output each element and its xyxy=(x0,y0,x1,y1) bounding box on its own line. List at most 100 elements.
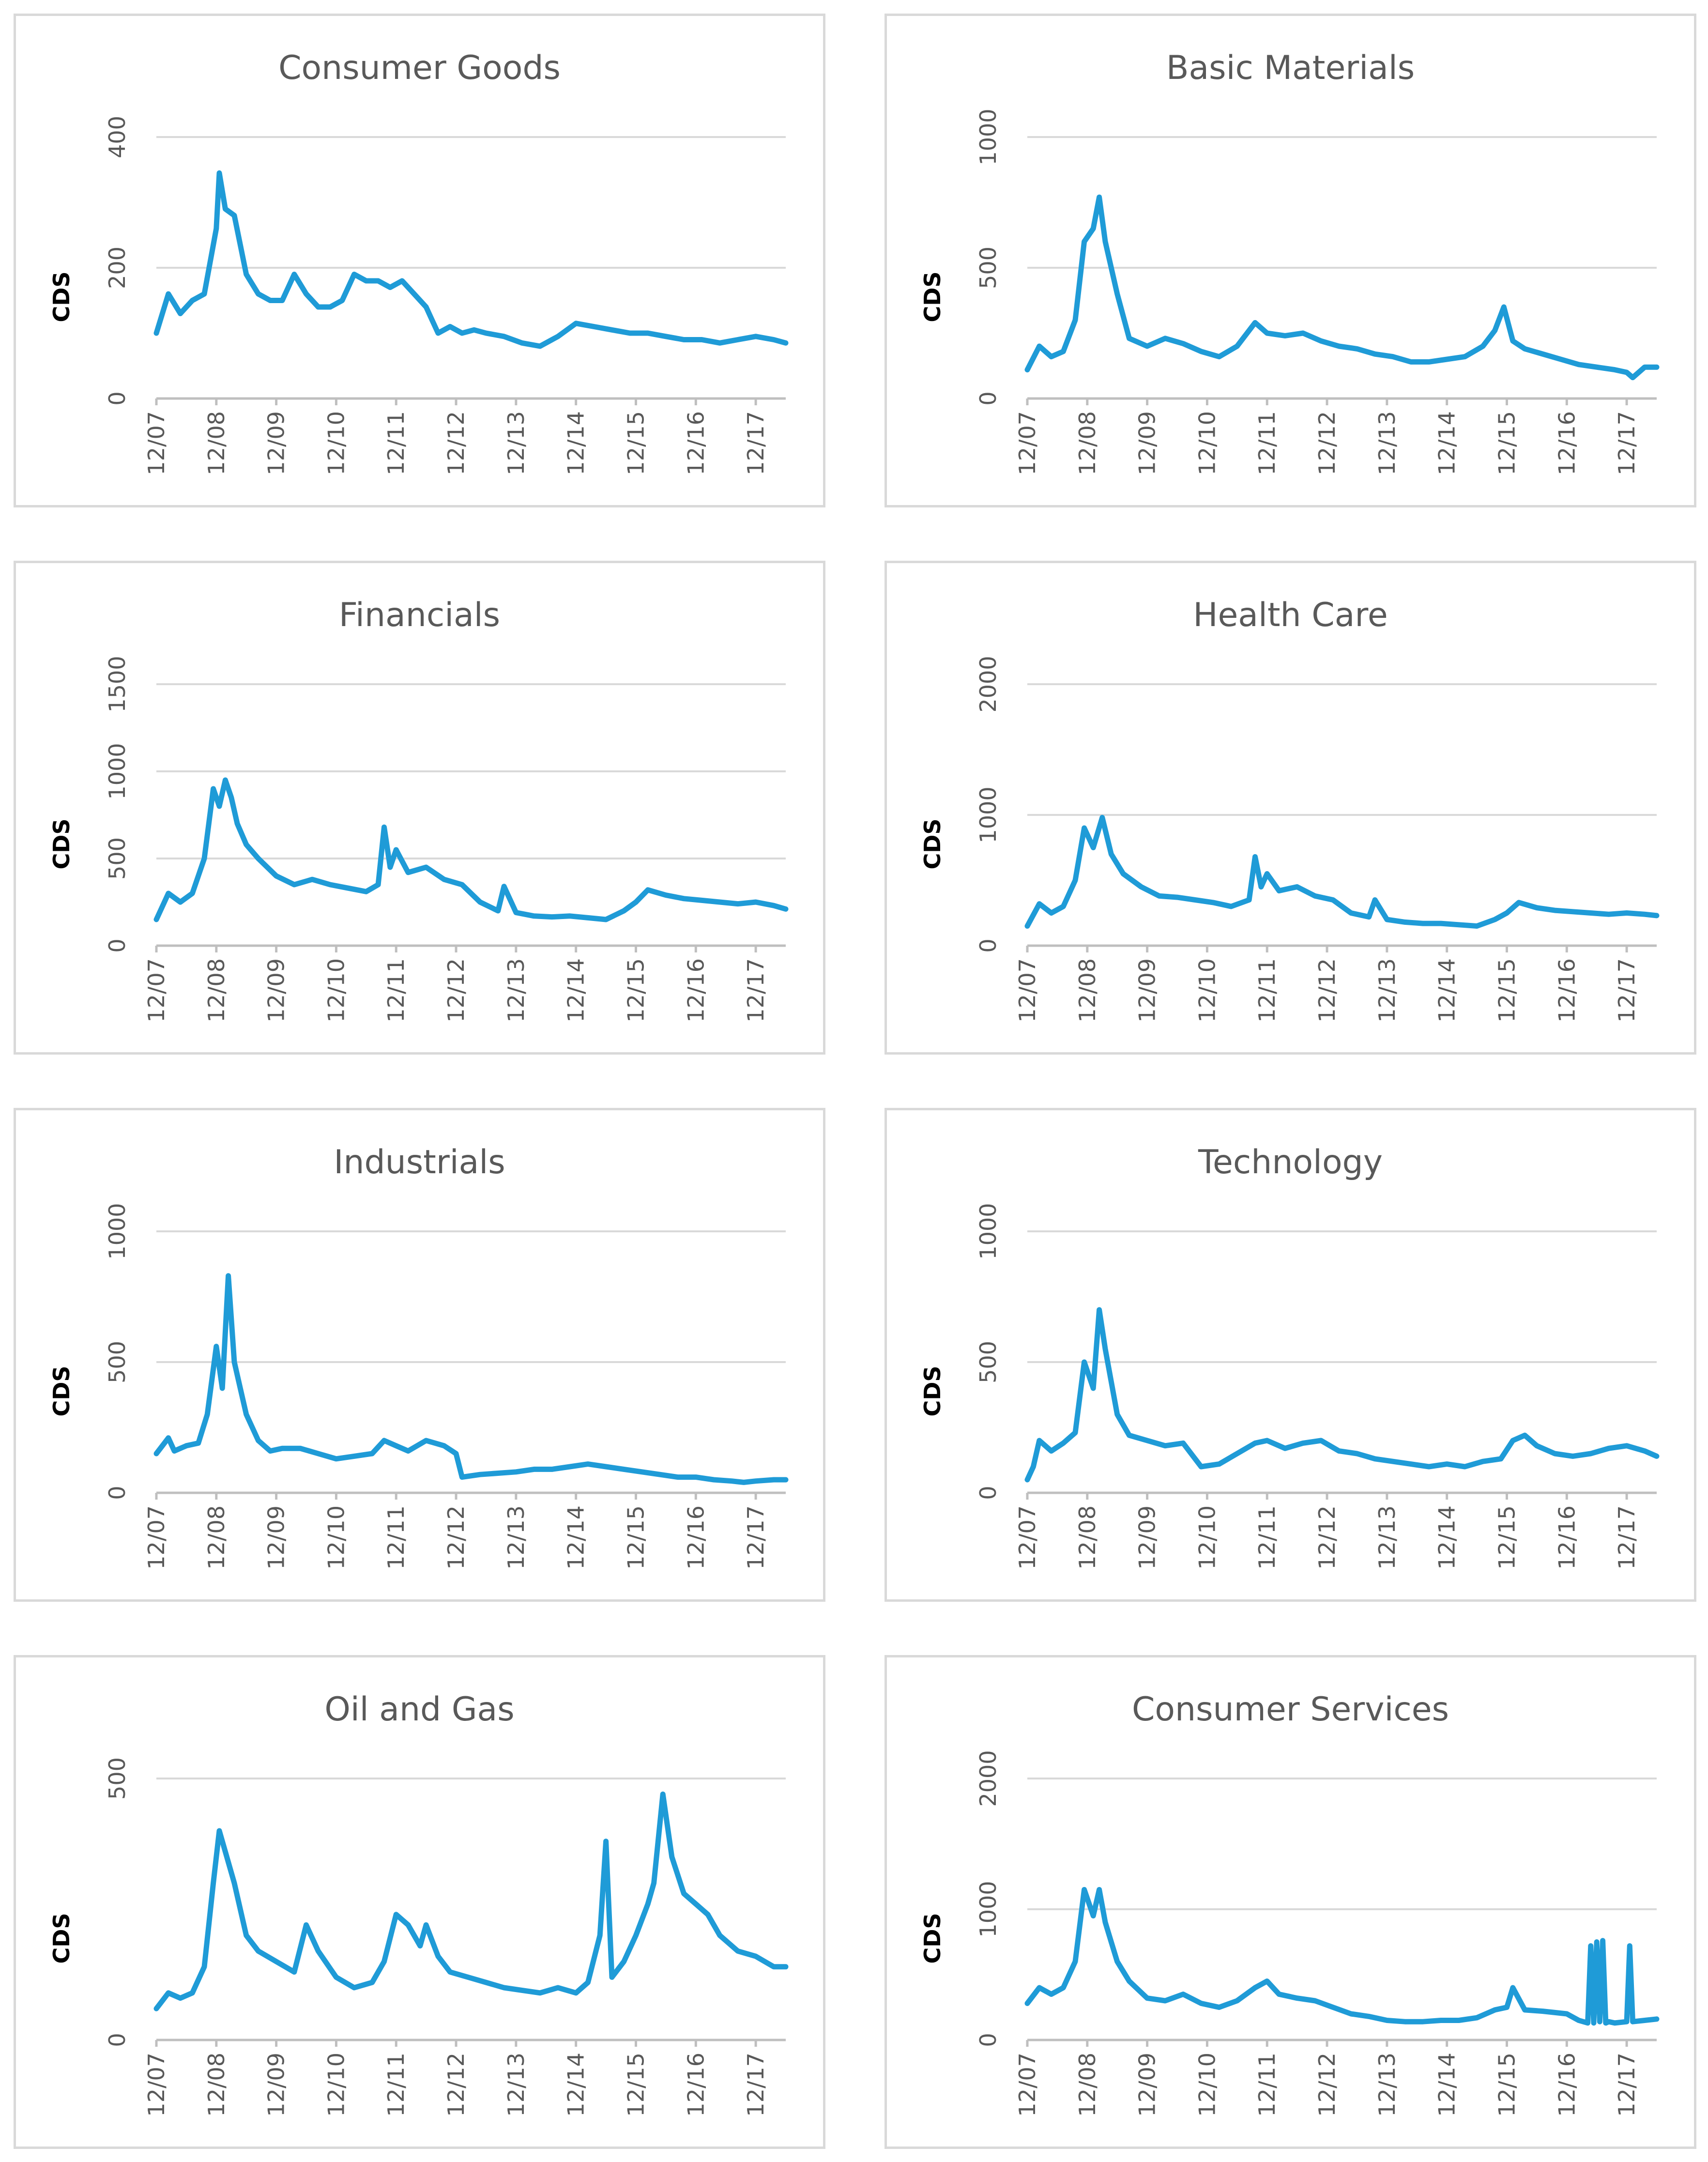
x-tick-label: 12/14 xyxy=(563,2053,589,2117)
x-tick-label: 12/10 xyxy=(1194,958,1220,1023)
x-tick-label: 12/07 xyxy=(143,1505,169,1570)
x-tick-label: 12/13 xyxy=(1374,2053,1400,2117)
y-tick-label: 0 xyxy=(104,2033,130,2047)
y-tick-label: 1000 xyxy=(104,1203,130,1259)
y-tick-label: 0 xyxy=(104,1486,130,1500)
x-tick-label: 12/09 xyxy=(1134,411,1160,475)
x-tick-label: 12/15 xyxy=(623,2053,649,2117)
series-line-cds xyxy=(1024,194,1660,381)
x-tick-label: 12/15 xyxy=(623,1505,649,1570)
x-tick-label: 12/07 xyxy=(143,958,169,1023)
x-tick-label: 12/08 xyxy=(203,1505,229,1570)
x-tick-label: 12/11 xyxy=(1254,411,1280,475)
y-axis-label: CDS xyxy=(48,1365,75,1416)
x-tick-label: 12/08 xyxy=(1074,411,1100,475)
y-tick-label: 500 xyxy=(104,837,130,880)
x-tick-label: 12/10 xyxy=(323,958,349,1023)
x-tick-label: 12/17 xyxy=(1614,1505,1640,1570)
y-tick-label: 0 xyxy=(104,938,130,952)
x-tick-label: 12/14 xyxy=(563,958,589,1023)
y-tick-label: 500 xyxy=(104,1341,130,1383)
x-tick-label: 12/13 xyxy=(1374,958,1400,1023)
x-tick-label: 12/16 xyxy=(1554,958,1580,1023)
x-tick-label: 12/13 xyxy=(1374,411,1400,475)
x-tick-label: 12/12 xyxy=(443,2053,469,2117)
x-tick-label: 12/10 xyxy=(323,2053,349,2117)
y-tick-label: 500 xyxy=(975,246,1001,289)
series-line-cds xyxy=(153,1273,789,1485)
x-tick-label: 12/16 xyxy=(1554,411,1580,475)
x-tick-label: 12/14 xyxy=(563,1505,589,1570)
series-line-cds xyxy=(1024,1887,1660,2026)
x-tick-label: 12/16 xyxy=(1554,1505,1580,1570)
x-tick-label: 12/07 xyxy=(1014,958,1040,1023)
y-tick-label: 400 xyxy=(104,116,130,158)
chart-panel-consumer-goods: Consumer Goods CDS 0 200 400 12/07 12/08 12/09 1… xyxy=(14,14,825,507)
chart-panel-technology: Technology CDS 0 500 1000 12/07 12/08 12/09 12/1… xyxy=(884,1108,1696,1602)
x-tick-label: 12/15 xyxy=(1494,1505,1520,1570)
x-tick-label: 12/17 xyxy=(743,2053,769,2117)
y-axis-label: CDS xyxy=(919,818,946,869)
x-tick-label: 12/17 xyxy=(743,411,769,475)
x-tick-label: 12/14 xyxy=(1434,411,1460,475)
x-tick-label: 12/09 xyxy=(263,411,290,475)
y-tick-label: 1000 xyxy=(975,1881,1001,1937)
x-tick-label: 12/11 xyxy=(1254,958,1280,1023)
x-tick-label: 12/08 xyxy=(203,958,229,1023)
y-tick-label: 0 xyxy=(975,2033,1001,2047)
chart-title: Consumer Goods xyxy=(278,49,561,87)
series-line-cds xyxy=(1024,1307,1660,1483)
x-tick-label: 12/09 xyxy=(263,2053,290,2117)
y-tick-label: 0 xyxy=(104,391,130,405)
chart-title: Health Care xyxy=(1193,596,1388,634)
x-tick-label: 12/16 xyxy=(683,2053,709,2117)
y-axis-label: CDS xyxy=(919,1365,946,1416)
chart-title: Industrials xyxy=(334,1143,505,1181)
x-tick-label: 12/09 xyxy=(1134,958,1160,1023)
x-tick-label: 12/13 xyxy=(503,1505,529,1570)
chart-panel-industrials: Industrials CDS 0 500 1000 12/07 12/08 12/09 12/… xyxy=(14,1108,825,1602)
chart-consumer-goods: Consumer Goods CDS 0 200 400 12/07 12/08 12/09 1… xyxy=(48,49,789,475)
chart-oil-and-gas: Oil and Gas CDS 0 500 12/07 12/08 12/09 12/10 12… xyxy=(48,1690,789,2117)
x-tick-label: 12/08 xyxy=(1074,2053,1100,2117)
x-tick-label: 12/17 xyxy=(743,958,769,1023)
series-line-cds xyxy=(153,170,789,349)
x-tick-label: 12/11 xyxy=(383,2053,409,2117)
y-tick-label: 1000 xyxy=(975,786,1001,843)
series-line-cds xyxy=(153,777,789,922)
y-tick-label: 500 xyxy=(104,1757,130,1800)
x-tick-label: 12/10 xyxy=(1194,411,1220,475)
x-tick-label: 12/16 xyxy=(683,958,709,1023)
chart-basic-materials: Basic Materials CDS 0 500 1000 12/07 12/08 12/0… xyxy=(919,49,1660,475)
chart-technology: Technology CDS 0 500 1000 12/07 12/08 12/09 12/1… xyxy=(919,1143,1660,1570)
y-axis-label: CDS xyxy=(48,1913,75,1963)
chart-health-care: Health Care CDS 0 1000 2000 12/07 12/08 12/09 12… xyxy=(919,596,1660,1023)
x-tick-label: 12/12 xyxy=(1314,2053,1340,2117)
x-tick-label: 12/07 xyxy=(143,2053,169,2117)
x-tick-label: 12/08 xyxy=(203,411,229,475)
x-tick-label: 12/16 xyxy=(683,1505,709,1570)
x-tick-label: 12/14 xyxy=(1434,2053,1460,2117)
chart-panel-health-care: Health Care CDS 0 1000 2000 12/07 12/08 12/09 12… xyxy=(884,561,1696,1055)
chart-panel-financials: Financials CDS 0 500 1000 1500 12/07 12/08 12/09… xyxy=(14,561,825,1055)
y-tick-label: 500 xyxy=(975,1341,1001,1383)
x-tick-label: 12/16 xyxy=(1554,2053,1580,2117)
chart-consumer-services: Consumer Services CDS 0 1000 2000 12/07 12/08 1… xyxy=(919,1690,1660,2117)
x-tick-label: 12/09 xyxy=(1134,1505,1160,1570)
x-tick-label: 12/13 xyxy=(1374,1505,1400,1570)
x-tick-label: 12/12 xyxy=(443,958,469,1023)
x-tick-label: 12/09 xyxy=(263,958,290,1023)
x-tick-label: 12/17 xyxy=(1614,2053,1640,2117)
chart-title: Oil and Gas xyxy=(324,1690,514,1729)
x-tick-label: 12/11 xyxy=(383,411,409,475)
x-tick-label: 12/12 xyxy=(1314,411,1340,475)
y-tick-label: 1000 xyxy=(975,1203,1001,1259)
y-axis-label: CDS xyxy=(919,1913,946,1963)
x-tick-label: 12/12 xyxy=(1314,1505,1340,1570)
x-tick-label: 12/17 xyxy=(1614,411,1640,475)
x-tick-label: 12/11 xyxy=(1254,2053,1280,2117)
x-tick-label: 12/09 xyxy=(263,1505,290,1570)
x-tick-label: 12/14 xyxy=(1434,958,1460,1023)
chart-panel-consumer-services: Consumer Services CDS 0 1000 2000 12/07 12/08 1… xyxy=(884,1655,1696,2149)
x-tick-label: 12/10 xyxy=(1194,1505,1220,1570)
